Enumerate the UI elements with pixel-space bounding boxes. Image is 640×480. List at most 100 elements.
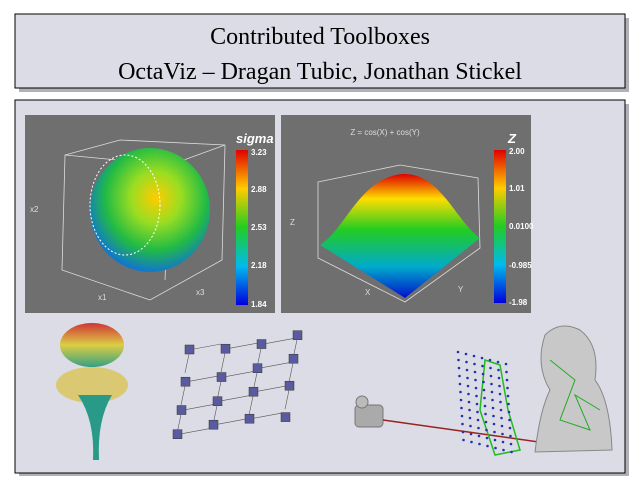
cloud-point (469, 432, 473, 436)
colorbar-label: 2.00 (509, 147, 525, 156)
cloud-point (482, 388, 486, 392)
grid-node (288, 353, 299, 364)
cloud-point (474, 378, 477, 382)
torus-top (60, 323, 124, 367)
cloud-point (475, 394, 478, 398)
point-cloud (456, 350, 513, 454)
grid-node (252, 363, 263, 373)
grid-node (292, 330, 303, 340)
colorbar (494, 150, 506, 303)
cloud-point (507, 410, 511, 414)
cloud-point (502, 448, 505, 452)
cloud-point (485, 436, 489, 440)
cloud-point (459, 390, 462, 394)
axis-label: x1 (98, 293, 107, 302)
cloud-point (491, 406, 495, 410)
cloud-point (486, 444, 489, 448)
cloud-point (493, 430, 496, 434)
grid-link (180, 386, 186, 406)
cloud-point (465, 360, 468, 364)
grid-node (184, 344, 195, 355)
grid-link (265, 338, 294, 344)
cloud-point (470, 440, 473, 444)
cloud-point (483, 396, 486, 400)
cloud-point (504, 362, 508, 366)
grid-link (248, 396, 254, 416)
grid-link (220, 353, 226, 373)
cloud-point (497, 368, 500, 372)
cloud-point (465, 368, 469, 372)
cloud-point (481, 364, 484, 368)
cloud-point (472, 354, 476, 358)
cloud-point (489, 366, 492, 370)
colorbar-label: -0.985 (509, 261, 532, 270)
cloud-point (500, 424, 504, 428)
cloud-point (477, 426, 480, 430)
cloud-point (498, 392, 502, 396)
grid-link (288, 363, 294, 383)
cloud-point (457, 366, 461, 370)
title: Contributed Toolboxes (210, 24, 430, 50)
grid-link (253, 412, 282, 419)
cloud-point (466, 376, 469, 380)
cloud-point (492, 414, 495, 418)
cloud-point (485, 428, 488, 432)
tornado-illustration (56, 323, 128, 460)
cloud-point (458, 382, 462, 386)
cloud-point (491, 398, 494, 402)
cloud-point (507, 402, 510, 406)
colorbar-title: Z (507, 131, 517, 146)
ray (382, 419, 561, 446)
cloud-point (509, 442, 513, 446)
cloud-point (509, 434, 512, 438)
grid-link (261, 362, 290, 369)
cloud-point (499, 400, 502, 404)
cloud-point (481, 372, 485, 376)
cloud-point (508, 418, 511, 422)
cloud-point (462, 438, 465, 442)
cloud-point (477, 434, 481, 438)
colorbar-label: 3.23 (251, 148, 267, 157)
colorbar-title: sigma (236, 131, 274, 146)
colorbar-label: 2.18 (251, 261, 267, 270)
cloud-point (480, 356, 484, 360)
cloud-point (506, 394, 510, 398)
axis-label: Z (290, 218, 295, 227)
grid-node (244, 413, 255, 424)
cloud-point (467, 392, 470, 396)
cloud-point (508, 426, 512, 430)
cloud-point (469, 424, 472, 428)
cos-surface (320, 173, 480, 298)
cloud-point (498, 384, 501, 388)
cloud-point (476, 410, 479, 414)
cloud-point (467, 400, 471, 404)
cloud-point (456, 350, 460, 354)
cloud-point (497, 376, 501, 380)
colorbar-label: 2.88 (251, 185, 267, 194)
colorbar-label: 1.01 (509, 184, 525, 193)
cloud-point (476, 418, 480, 422)
cloud-point (505, 378, 509, 382)
cloud-point (461, 422, 464, 426)
cloud-point (457, 358, 460, 362)
axis-label: x2 (30, 205, 39, 214)
axis-label: x3 (196, 288, 205, 297)
grid-link (193, 343, 222, 350)
cloud-point (489, 374, 493, 378)
grid-node (256, 339, 267, 349)
torus-bottom (56, 367, 128, 403)
bust-mesh (549, 359, 601, 431)
grid-link (229, 342, 258, 349)
cloud-point (505, 370, 508, 374)
colorbar-label: 1.84 (251, 300, 267, 309)
grid-node (208, 419, 219, 430)
bust (534, 325, 613, 453)
camera (354, 404, 384, 428)
grid-link (284, 390, 290, 410)
grid-link (185, 404, 214, 410)
grid-node (220, 343, 231, 354)
grid-link (257, 385, 286, 392)
axes-box (317, 164, 481, 303)
grid-node (280, 412, 291, 422)
